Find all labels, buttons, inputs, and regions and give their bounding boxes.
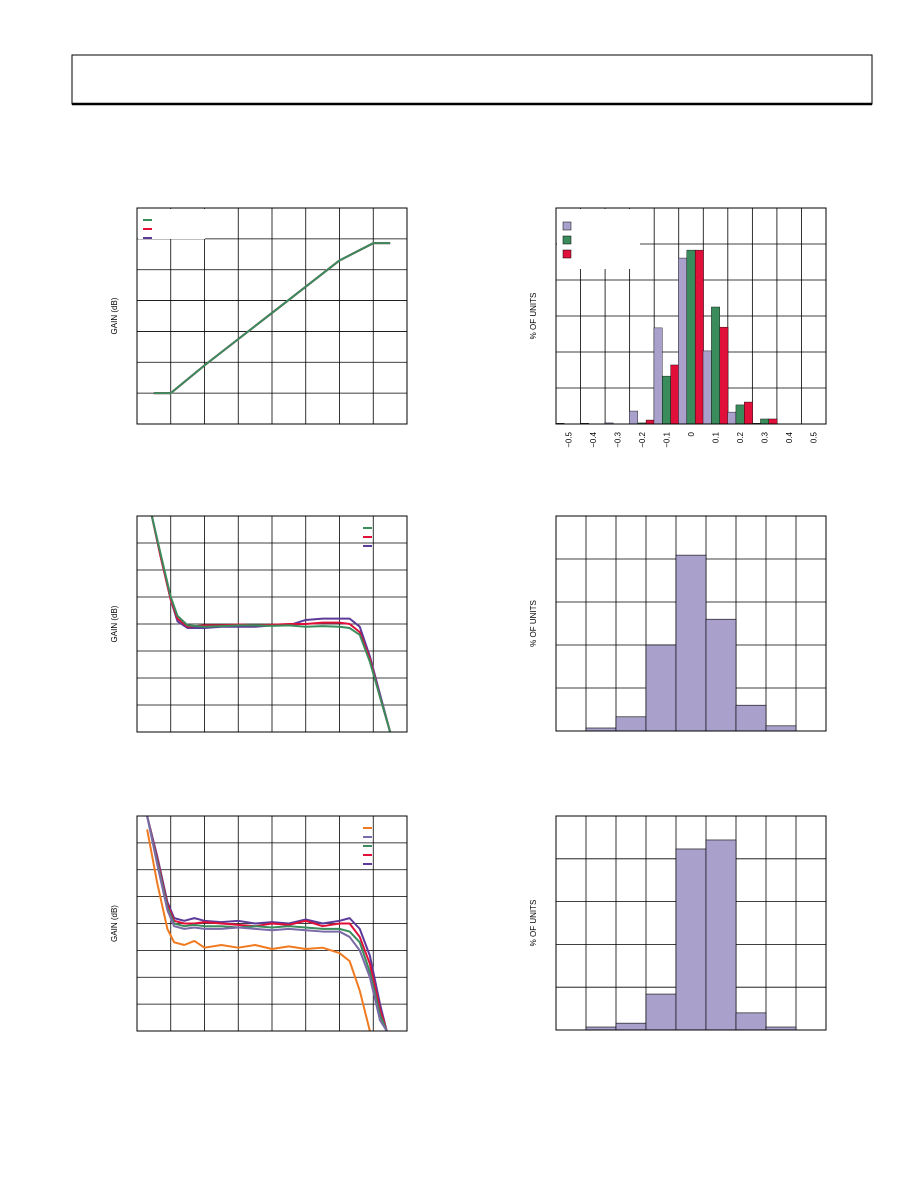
header-box bbox=[71, 54, 873, 105]
series-line bbox=[146, 829, 371, 1032]
plot-frame bbox=[136, 207, 408, 425]
series-line bbox=[146, 815, 388, 1032]
bar bbox=[629, 410, 638, 425]
bar bbox=[694, 249, 704, 425]
histogram-bar bbox=[645, 644, 677, 732]
legend-swatch bbox=[562, 221, 572, 231]
x-tick-label: 0.2 bbox=[736, 431, 745, 443]
x-tick-label: −0.1 bbox=[662, 431, 671, 447]
bar bbox=[727, 411, 737, 425]
histogram-bar bbox=[615, 716, 647, 732]
histogram-bar bbox=[645, 993, 677, 1031]
series-line bbox=[146, 815, 388, 1032]
y-axis-label: GAIN (dB) bbox=[110, 297, 119, 334]
x-tick-label: 0.1 bbox=[712, 431, 721, 443]
series-line bbox=[150, 515, 392, 733]
bar bbox=[645, 419, 655, 425]
histogram-bar bbox=[735, 1012, 767, 1031]
legend-box bbox=[138, 209, 205, 239]
legend-swatch bbox=[562, 249, 572, 259]
series-line bbox=[150, 515, 392, 733]
histogram-bar bbox=[735, 704, 767, 732]
x-tick-label: 0.3 bbox=[761, 431, 770, 443]
y-axis-label: % OF UNITS bbox=[529, 900, 538, 947]
bar bbox=[653, 327, 663, 425]
histogram-bar bbox=[765, 725, 797, 732]
histogram-bar bbox=[675, 848, 707, 1031]
bar bbox=[711, 306, 720, 425]
histogram-bar bbox=[705, 618, 737, 732]
series-line bbox=[153, 242, 391, 395]
bar bbox=[702, 350, 712, 425]
y-axis-label: % OF UNITS bbox=[529, 600, 538, 647]
y-axis-label: % OF UNITS bbox=[529, 293, 538, 340]
bar bbox=[744, 401, 753, 425]
x-tick-label: −0.4 bbox=[589, 431, 598, 447]
x-tick-label: 0 bbox=[687, 431, 696, 436]
plot-frame bbox=[555, 815, 827, 1031]
bar bbox=[662, 375, 671, 425]
y-axis-label: GAIN (dB) bbox=[110, 905, 119, 942]
x-tick-label: −0.3 bbox=[613, 431, 622, 447]
bar bbox=[768, 418, 778, 425]
series-line bbox=[146, 815, 388, 1032]
x-tick-label: −0.2 bbox=[638, 431, 647, 447]
plot-frame bbox=[136, 815, 408, 1032]
x-tick-label: 0.4 bbox=[785, 431, 794, 443]
legend-swatch bbox=[562, 235, 572, 245]
plot-frame bbox=[555, 515, 827, 732]
plot-frame bbox=[136, 515, 408, 733]
histogram-bar bbox=[705, 839, 737, 1031]
histogram-bar bbox=[675, 554, 707, 732]
histogram-bar bbox=[615, 1022, 647, 1031]
x-tick-label: −0.5 bbox=[564, 431, 573, 447]
bar bbox=[686, 249, 696, 425]
plot-frame bbox=[555, 207, 827, 425]
x-tick-label: 0.5 bbox=[810, 431, 819, 443]
series-line bbox=[146, 815, 388, 1032]
bar bbox=[760, 418, 770, 425]
bar bbox=[735, 404, 745, 425]
bar bbox=[670, 364, 680, 425]
y-axis-label: GAIN (dB) bbox=[110, 605, 119, 642]
bar bbox=[719, 326, 729, 425]
bar bbox=[678, 257, 688, 425]
